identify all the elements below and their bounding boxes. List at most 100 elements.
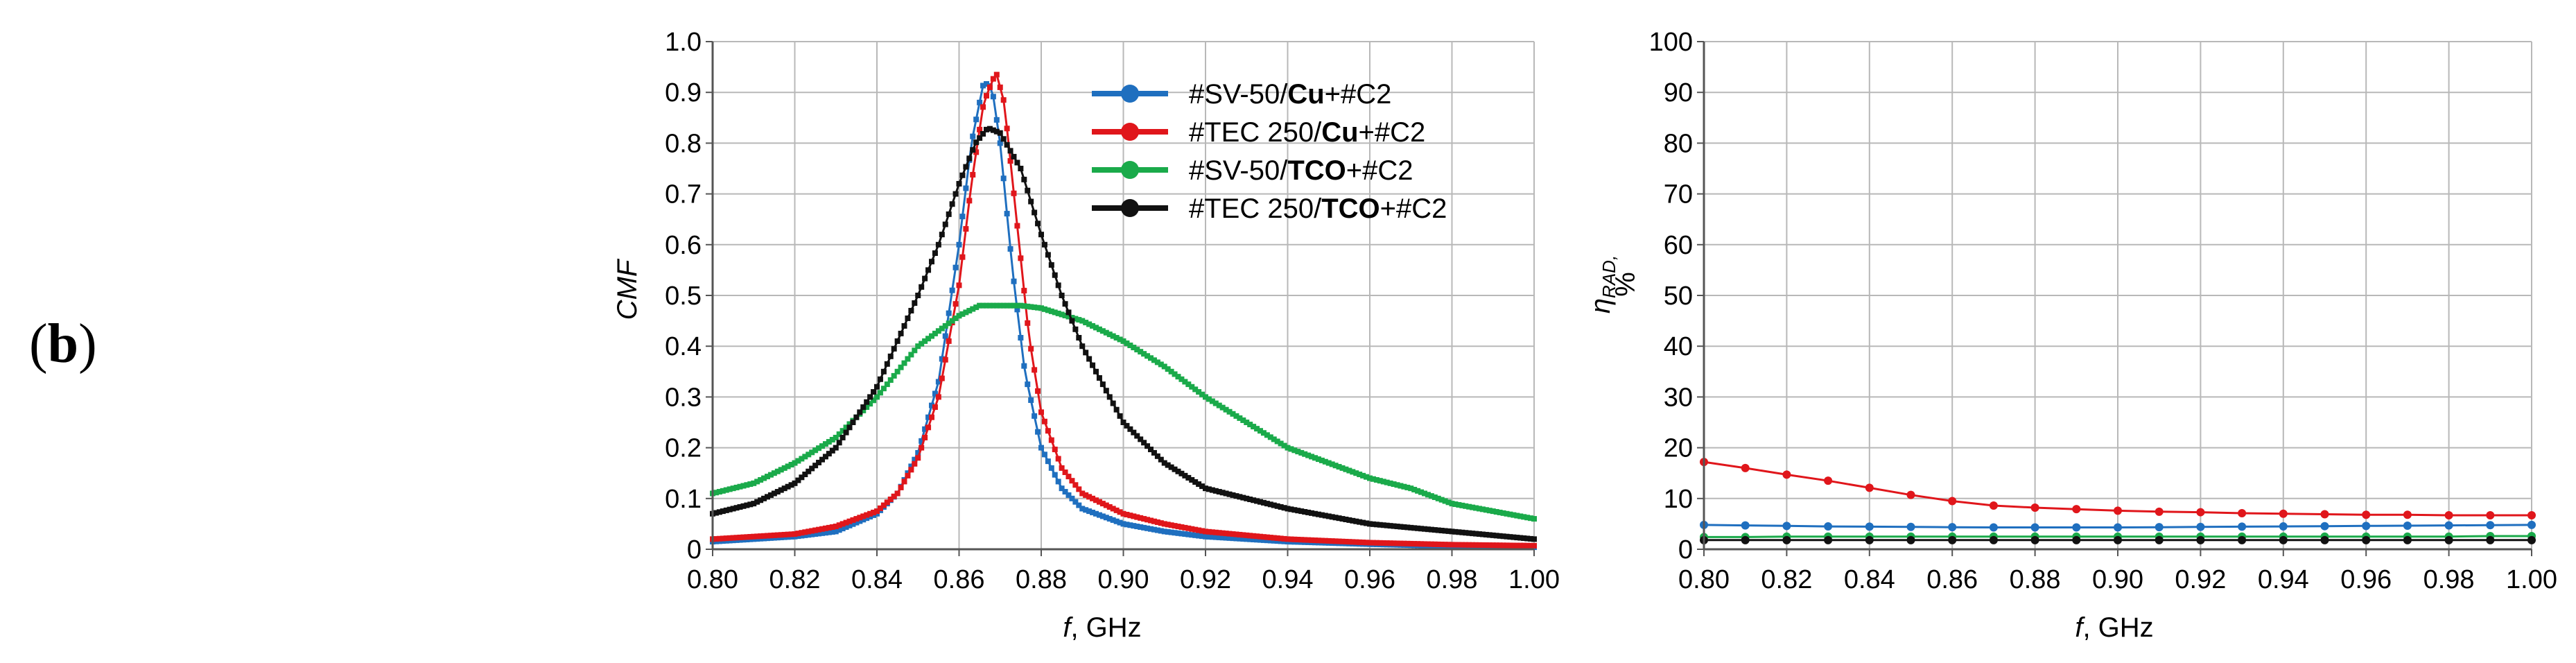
cmf-data-point-sv_tco (939, 325, 945, 332)
cmf-data-point-tec_cu (744, 534, 750, 540)
cmf-data-point-tec_tco (973, 139, 980, 146)
cmf-data-point-sv_cu (857, 518, 863, 524)
cmf-data-point-tec_tco (1364, 520, 1370, 526)
cmf-data-point-tec_cu (1038, 409, 1044, 415)
cmf-data-point-sv_cu (802, 532, 808, 538)
eta-data-point-tec_tco (1906, 535, 1915, 544)
cmf-data-point-tec_cu (860, 513, 867, 519)
cmf-data-point-tec_cu (730, 535, 736, 541)
cmf-data-point-tec_tco (1445, 528, 1452, 534)
cmf-data-point-sv_tco (1332, 463, 1339, 469)
cmf-data-point-tec_tco (1134, 433, 1140, 439)
cmf-data-point-tec_tco (1380, 522, 1386, 528)
cmf-data-point-sv_tco (1507, 511, 1513, 517)
cmf-data-point-tec_cu (857, 515, 863, 521)
cmf-data-point-tec_cu (874, 508, 880, 515)
cmf-data-point-sv_tco (912, 347, 918, 354)
cmf-y-tick-label: 0.9 (665, 78, 702, 107)
cmf-data-point-tec_tco (1309, 510, 1315, 516)
cmf-data-point-sv_tco (1288, 446, 1294, 452)
cmf-data-point-tec_cu (1524, 542, 1531, 549)
cmf-data-point-tec_cu (956, 282, 962, 289)
cmf-data-point-sv_cu (1076, 502, 1082, 508)
cmf-data-point-tec_tco (894, 338, 900, 344)
cmf-data-point-tec_cu (1456, 542, 1462, 548)
cmf-data-point-sv_tco (819, 443, 825, 449)
cmf-data-point-sv_tco (1373, 476, 1380, 483)
cmf-data-point-tec_tco (977, 135, 983, 141)
cmf-data-point-tec_cu (1408, 540, 1414, 546)
cmf-data-point-sv_tco (1281, 442, 1287, 449)
eta-data-point-sv_cu (2030, 523, 2039, 532)
cmf-data-point-tec_cu (737, 534, 743, 540)
cmf-data-point-sv_tco (1203, 394, 1208, 400)
cmf-data-point-sv_tco (1493, 509, 1499, 515)
cmf-data-point-tec_cu (977, 126, 983, 132)
cmf-data-point-tec_tco (1247, 497, 1253, 503)
cmf-data-point-tec_cu (1404, 540, 1411, 546)
cmf-data-point-sv_tco (716, 489, 722, 495)
cmf-data-point-sv_tco (1127, 342, 1133, 348)
cmf-data-point-tec_cu (1295, 537, 1301, 543)
cmf-data-point-tec_tco (829, 447, 835, 454)
cmf-data-point-tec_cu (816, 526, 822, 533)
cmf-data-point-tec_tco (1260, 499, 1267, 506)
cmf-data-point-tec_tco (1442, 528, 1448, 534)
eta-data-point-tec_cu (1948, 497, 1957, 506)
cmf-data-point-tec_tco (1230, 492, 1236, 498)
cmf-data-point-tec_cu (720, 535, 726, 542)
eta-data-point-tec_tco (2030, 535, 2039, 544)
cmf-data-point-tec_cu (1336, 538, 1342, 544)
cmf-data-point-tec_tco (767, 492, 774, 498)
cmf-data-point-tec_cu (986, 84, 993, 90)
cmf-data-point-tec_cu (1288, 536, 1294, 542)
cmf-data-point-sv_tco (1295, 449, 1301, 455)
cmf-data-point-tec_tco (935, 241, 941, 248)
cmf-data-point-tec_tco (1391, 523, 1397, 529)
cmf-data-point-sv_cu (1271, 537, 1277, 544)
cmf-data-point-sv_tco (1360, 472, 1366, 479)
cmf-data-point-tec_cu (1004, 126, 1010, 132)
cmf-data-point-tec_tco (1203, 485, 1208, 492)
cmf-data-point-tec_tco (963, 164, 969, 170)
cmf-data-point-sv_cu (956, 241, 962, 248)
cmf-data-point-sv_tco (1291, 447, 1298, 454)
cmf-data-point-tec_cu (1254, 533, 1260, 540)
eta-y-tick-label: 90 (1664, 78, 1693, 107)
cmf-data-point-tec_tco (1271, 502, 1277, 508)
cmf-data-point-tec_cu (1226, 531, 1233, 537)
eta-data-point-sv_cu (2238, 522, 2247, 531)
cmf-data-point-tec_cu (946, 338, 952, 344)
cmf-data-point-sv_tco (1172, 371, 1178, 377)
cmf-data-point-tec_tco (997, 130, 1003, 136)
cmf-data-point-tec_tco (1507, 534, 1513, 540)
cmf-data-point-tec_cu (1230, 531, 1236, 537)
cmf-data-point-tec_tco (919, 284, 925, 290)
cmf-data-point-sv_tco (993, 302, 1000, 309)
eta-data-point-tec_cu (2527, 510, 2536, 519)
cmf-data-point-sv_cu (1216, 534, 1222, 540)
cmf-data-point-tec_cu (887, 497, 894, 503)
cmf-data-point-sv_tco (894, 368, 900, 374)
cmf-data-point-tec_cu (1161, 521, 1167, 527)
cmf-data-point-sv_tco (1086, 321, 1093, 327)
cmf-data-point-sv_tco (1411, 486, 1418, 492)
cmf-data-point-tec_tco (1302, 509, 1308, 515)
eta-data-point-sv_cu (1989, 523, 1998, 532)
eta-data-point-tec_cu (2196, 508, 2205, 517)
cmf-data-point-sv_cu (812, 531, 819, 537)
cmf-data-point-sv_cu (973, 117, 980, 123)
cmf-data-point-sv_tco (1387, 480, 1393, 486)
cmf-data-point-tec_cu (935, 394, 941, 400)
eta-data-point-tec_tco (2279, 535, 2288, 544)
cmf-data-point-tec_cu (1158, 520, 1164, 526)
cmf-data-point-sv_tco (833, 434, 839, 440)
cmf-data-point-sv_cu (819, 530, 825, 536)
cmf-data-point-tec_tco (1045, 252, 1051, 258)
cmf-data-point-tec_tco (990, 127, 996, 133)
cmf-data-point-tec_tco (1223, 490, 1229, 497)
cmf-data-point-tec_tco (843, 429, 849, 436)
cmf-data-point-tec_tco (1251, 497, 1257, 503)
cmf-data-point-tec_tco (1032, 209, 1038, 216)
